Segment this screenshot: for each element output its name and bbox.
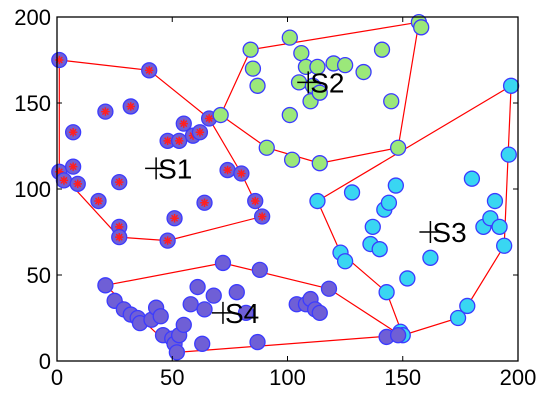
point-S2-5: [281, 29, 298, 46]
hull-S1: [58, 59, 263, 242]
point-layer: [51, 14, 520, 361]
point-S2-17: [336, 57, 354, 74]
x-tick-label-0: 0: [51, 365, 63, 390]
site-label-S1: S1: [158, 153, 192, 184]
point-S4-19: [205, 287, 222, 304]
point-S3-23: [500, 146, 517, 163]
site-label-S2: S2: [310, 67, 344, 98]
point-S2-19: [373, 41, 391, 58]
center-layer: S1 S2 S3 S4: [145, 67, 467, 329]
point-S2-6: [281, 106, 298, 124]
point-S2-7: [283, 151, 301, 168]
point-S3-17: [463, 170, 481, 187]
point-S4-8: [152, 308, 169, 325]
point-S2-1: [242, 41, 259, 58]
y-tick-label-150: 150: [14, 91, 51, 116]
center-marker-S3: [419, 221, 442, 243]
point-S1-24: [247, 192, 264, 210]
center-marker-S2: [297, 71, 320, 94]
point-S3-13: [399, 270, 416, 287]
point-S1-5: [69, 175, 86, 192]
point-S1-15: [166, 210, 183, 227]
point-S2-0: [212, 106, 229, 124]
point-S3-2: [336, 253, 354, 270]
point-S3-10: [387, 177, 404, 194]
point-S3-16: [459, 297, 476, 315]
point-S1-3: [64, 124, 82, 141]
point-S3-20: [486, 192, 504, 210]
point-S1-17: [175, 115, 192, 132]
point-S3-24: [502, 77, 520, 94]
point-S1-12: [141, 62, 158, 79]
point-S4-18: [196, 301, 213, 318]
point-S1-6: [90, 192, 107, 210]
point-S1-22: [219, 161, 236, 179]
point-S4-23: [249, 333, 266, 351]
point-S4-0: [97, 277, 114, 294]
point-S3-9: [380, 194, 398, 211]
point-S3-22: [496, 237, 513, 254]
point-S3-5: [364, 218, 381, 235]
point-S2-13: [309, 58, 326, 76]
y-tick-label-200: 200: [14, 5, 51, 30]
point-S4-14: [175, 316, 192, 334]
y-tick-label-0: 0: [39, 349, 51, 374]
x-tick-label-100: 100: [269, 365, 306, 390]
x-tick-label-200: 200: [500, 365, 537, 390]
point-S1-16: [171, 132, 188, 149]
point-S2-14: [311, 84, 328, 101]
point-S4-30: [320, 280, 338, 297]
point-S4-17: [194, 335, 211, 352]
point-S1-25: [253, 208, 271, 225]
point-S4-16: [189, 278, 206, 296]
point-S4-32: [389, 327, 407, 344]
point-S1-13: [159, 232, 176, 249]
site-label-S4: S4: [225, 298, 259, 329]
point-S4-20: [214, 254, 232, 272]
point-S2-3: [249, 77, 266, 94]
axes-layer: 0 50 100 150 200 0 50 100 150 200: [14, 5, 536, 390]
point-S1-20: [196, 194, 213, 211]
point-S1-4: [64, 158, 82, 175]
point-S1-7: [97, 103, 114, 120]
point-S1-10: [111, 229, 128, 246]
y-tick-label-50: 50: [27, 263, 51, 288]
point-S4-24: [251, 261, 268, 278]
point-S3-8: [378, 284, 395, 301]
point-S4-12: [168, 344, 186, 361]
point-S4-15: [182, 296, 199, 313]
point-S2-23: [413, 19, 430, 36]
x-tick-label-150: 150: [384, 365, 421, 390]
hull-S3: [316, 84, 512, 336]
point-S1-14: [159, 132, 176, 149]
point-S2-15: [311, 155, 328, 172]
point-S1-19: [191, 124, 209, 141]
y-tick-label-100: 100: [14, 177, 51, 202]
point-S1-23: [233, 165, 250, 182]
point-S4-22: [237, 304, 255, 321]
point-S4-21: [228, 284, 245, 301]
center-marker-S4: [211, 301, 234, 324]
point-S3-15: [449, 309, 467, 327]
site-label-S3: S3: [432, 217, 466, 248]
point-S2-2: [244, 60, 262, 77]
point-S2-21: [389, 139, 407, 156]
point-S3-3: [343, 184, 361, 201]
point-S4-29: [311, 304, 328, 321]
point-S2-20: [383, 93, 400, 110]
point-S2-9: [293, 44, 310, 62]
point-S3-14: [422, 249, 439, 266]
point-S3-21: [491, 218, 508, 235]
x-tick-label-50: 50: [160, 365, 184, 390]
point-S3-0: [309, 192, 326, 210]
point-S3-6: [371, 241, 388, 258]
center-marker-S1: [145, 157, 168, 180]
point-S2-18: [355, 63, 372, 81]
point-S2-4: [258, 139, 275, 156]
point-S1-0: [51, 51, 68, 69]
point-S1-8: [111, 173, 128, 191]
point-S1-11: [122, 98, 139, 115]
point-S1-2: [55, 172, 73, 189]
